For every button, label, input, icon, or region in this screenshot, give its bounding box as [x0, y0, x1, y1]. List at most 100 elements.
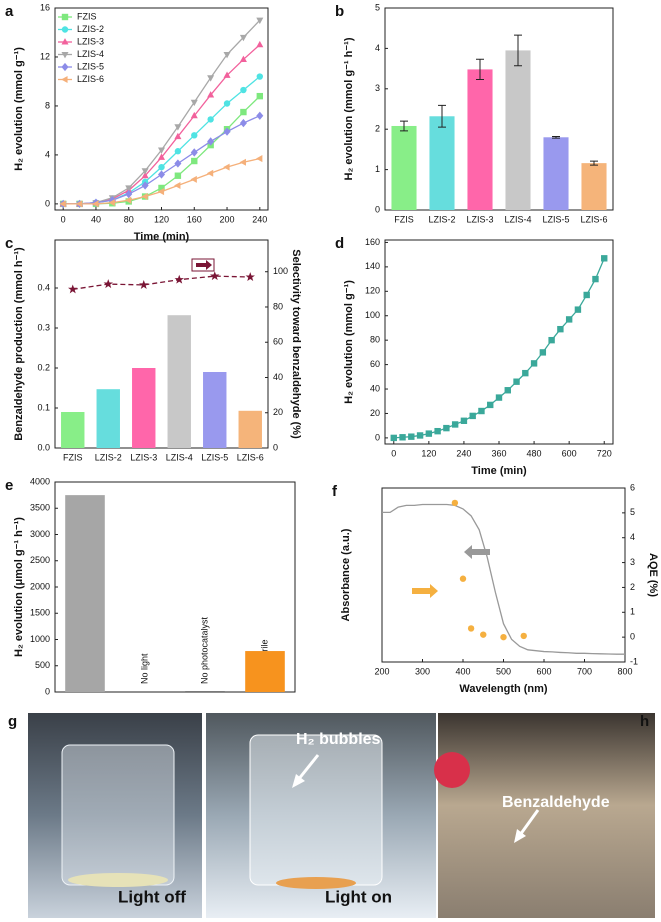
marker: [210, 271, 220, 281]
arrow: [464, 545, 490, 559]
legend-label: LZIS-3: [77, 36, 104, 46]
y-tick-label: 5: [375, 2, 380, 12]
marker: [522, 369, 529, 377]
y-tick-label: 120: [365, 286, 380, 296]
marker: [469, 412, 476, 420]
y-axis-title: H₂ evolution (mmol g⁻¹ h⁻¹): [343, 37, 355, 180]
x-tick-label: 240: [456, 448, 471, 458]
point: [467, 625, 475, 632]
panel-label: e: [5, 477, 13, 494]
arrowhead: [514, 829, 526, 843]
marker: [592, 275, 599, 283]
x-tick-label: 200: [374, 666, 389, 676]
x-tick-label: 400: [455, 666, 470, 676]
y2-tick-label: 1: [630, 607, 635, 617]
marker: [256, 73, 264, 80]
y-tick-label: 3500: [30, 503, 50, 513]
marker: [124, 196, 132, 204]
y-axis-title: H₂ evolution (mmol g⁻¹): [343, 280, 355, 404]
y-tick-label: 1: [375, 164, 380, 174]
x-tick-label: LZIS-3: [130, 452, 157, 462]
marker: [256, 40, 264, 48]
bar: [65, 495, 105, 692]
marker: [390, 434, 397, 442]
marker: [174, 148, 182, 155]
arrow: [296, 754, 320, 781]
bar: [167, 315, 191, 448]
legend-label: FZIS: [77, 11, 97, 21]
x-tick-label: FZIS: [63, 452, 83, 462]
bar: [581, 163, 607, 210]
marker: [206, 169, 214, 177]
marker: [530, 360, 538, 367]
arrow-box: [191, 258, 215, 272]
marker: [583, 291, 590, 299]
marker: [174, 274, 184, 284]
bar: [505, 50, 531, 210]
marker: [451, 421, 459, 428]
y-tick-label: 140: [365, 261, 380, 271]
marker: [141, 193, 148, 201]
legend-label: LZIS-2: [77, 24, 104, 34]
caption: Light off: [118, 887, 186, 906]
y-tick-label: 4000: [30, 476, 50, 486]
y-tick-label: 2500: [30, 555, 50, 565]
marker: [61, 62, 69, 72]
error-bar: [552, 135, 560, 139]
panel-label: b: [335, 3, 344, 20]
line: [382, 503, 625, 655]
x-tick-label: 500: [496, 666, 511, 676]
x-tick-label: FZIS: [394, 214, 414, 224]
y2-tick-label: 60: [273, 337, 283, 347]
marker: [191, 132, 198, 139]
bar: [391, 125, 417, 210]
y2-tick-label: 4: [630, 532, 635, 542]
x-tick-label: LZIS-4: [504, 214, 531, 224]
arrow: [196, 260, 212, 270]
y-axis-title: Benzaldehyde production (mmol h⁻¹): [13, 247, 25, 441]
error-bar: [476, 58, 484, 81]
y2-tick-label: 40: [273, 372, 283, 382]
marker: [61, 38, 69, 45]
point: [520, 632, 527, 640]
beaker: [61, 744, 175, 886]
category-label: No photocatalyst: [199, 616, 209, 684]
marker: [223, 71, 231, 78]
line: [72, 275, 251, 290]
x-tick-label: 240: [252, 214, 267, 224]
y-tick-label: 0.4: [37, 282, 50, 292]
marker: [157, 153, 166, 160]
y-tick-label: 3: [375, 83, 380, 93]
marker: [103, 279, 113, 289]
photo-benzaldehyde: [438, 713, 655, 918]
x-tick-label: 0: [61, 214, 66, 224]
stopper: [434, 752, 470, 788]
x-tick-label: LZIS-5: [201, 452, 228, 462]
y-tick-label: 0: [45, 686, 50, 696]
y2-tick-label: 0: [273, 442, 278, 452]
marker: [68, 284, 78, 294]
arrow: [518, 809, 540, 836]
panel-label: d: [335, 235, 344, 252]
marker: [174, 124, 182, 131]
y-tick-label: 0: [375, 204, 380, 214]
x-tick-label: LZIS-4: [166, 452, 193, 462]
legend-label: LZIS-6: [77, 74, 104, 84]
y-tick-label: 0.3: [37, 322, 50, 332]
x-axis-title: Wavelength (nm): [459, 683, 548, 695]
bar: [245, 651, 285, 692]
point: [500, 633, 507, 641]
panel-label: h: [640, 713, 649, 730]
y-tick-label: 0: [375, 432, 380, 442]
marker: [61, 51, 69, 59]
marker: [158, 184, 165, 192]
y-tick-label: 100: [365, 310, 380, 320]
y-tick-label: 2: [375, 124, 380, 134]
bar: [467, 69, 493, 211]
x-tick-label: LZIS-6: [237, 452, 264, 462]
marker: [174, 132, 182, 140]
y-tick-label: 1500: [30, 608, 50, 618]
point: [480, 631, 487, 638]
y2-tick-label: 5: [630, 507, 635, 517]
